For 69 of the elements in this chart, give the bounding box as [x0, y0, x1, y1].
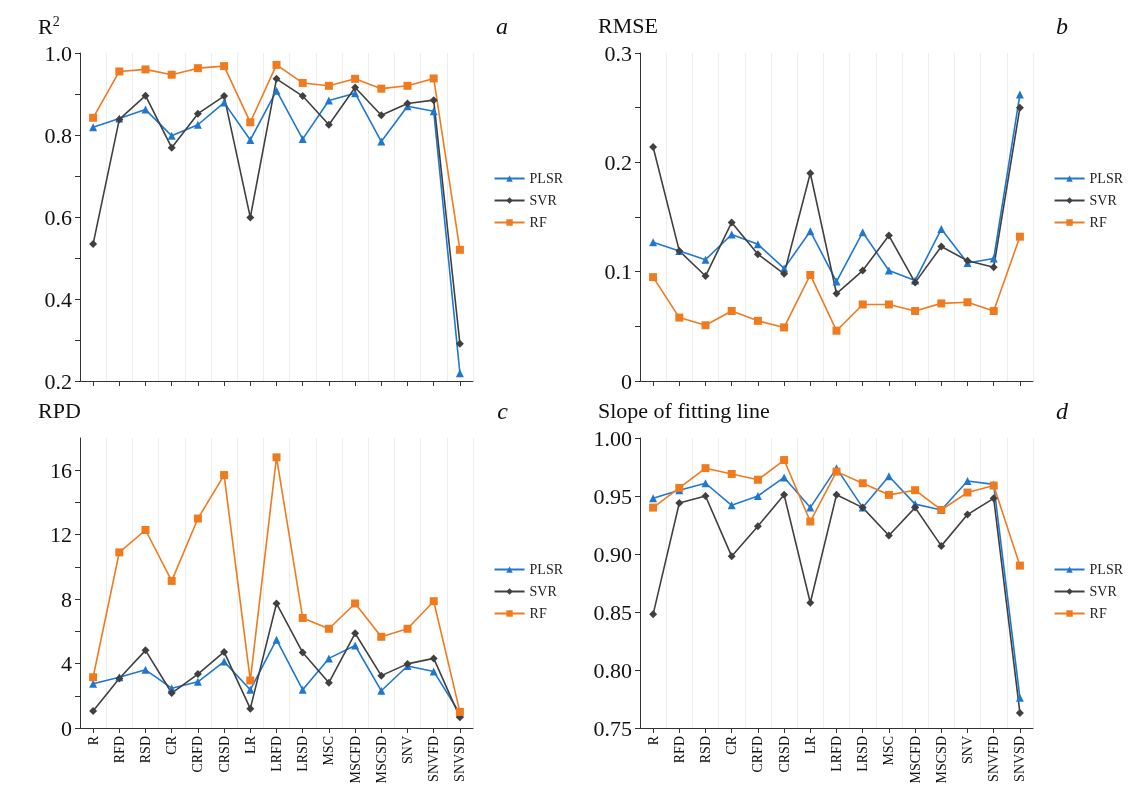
x-tick-label: CRSD [216, 736, 232, 773]
text: d [1056, 398, 1069, 424]
legend-label: PLSR [529, 171, 564, 186]
legend-label: RF [1089, 215, 1107, 230]
legend-label: SVR [1089, 584, 1118, 599]
legend-label: SVR [1089, 193, 1118, 208]
y-tick-label: 0.1 [604, 259, 632, 285]
y-tick-label: 0.95 [593, 483, 632, 509]
legend-label: RF [529, 215, 547, 230]
y-tick-label: 0.6 [44, 204, 72, 230]
x-tick-label: RSD [698, 736, 713, 764]
y-tick-label: 0.2 [604, 149, 632, 175]
y-tick-label: 0 [621, 368, 632, 394]
y-tick-label: 0.80 [593, 657, 632, 683]
legend-label: PLSR [1089, 171, 1124, 186]
y-tick-label: 0.90 [593, 541, 632, 567]
y-axis-title: Slope of fitting line [598, 397, 770, 423]
x-tick-label: LR [802, 735, 818, 754]
x-tick-label: LRFD [829, 736, 844, 772]
text: c [497, 398, 509, 424]
y-tick-label: 4 [61, 651, 72, 677]
legend-label: SVR [529, 193, 558, 208]
x-tick-label: SNVFD [986, 736, 1002, 782]
legend-label: SVR [529, 584, 558, 599]
x-tick-label: SNV [960, 736, 975, 765]
x-tick-label: RFD [671, 736, 687, 764]
x-tick-label: CR [724, 735, 740, 755]
y-tick-label: 1.00 [593, 425, 632, 451]
y-tick-label: 0.2 [44, 368, 72, 394]
x-tick-label: SNVSD [1012, 736, 1028, 782]
x-tick-label: RSD [138, 736, 153, 764]
y-tick-label: 8 [61, 586, 72, 612]
x-tick-label: CRSD [776, 736, 792, 773]
x-tick-label: SNVFD [426, 736, 442, 782]
x-tick-label: MSC [321, 736, 337, 766]
y-tick-label: 1.0 [44, 40, 72, 66]
x-tick-label: MSC [881, 736, 897, 766]
x-tick-label: LR [242, 735, 258, 754]
x-tick-label: MSCSD [373, 736, 389, 784]
x-tick-label: MSCFD [347, 736, 363, 784]
text: b [1056, 13, 1068, 39]
legend-label: PLSR [1089, 562, 1124, 577]
y-tick-label: 0.85 [593, 599, 632, 625]
text: a [496, 13, 508, 39]
y-tick-label: 0.8 [44, 122, 72, 148]
x-tick-label: RFD [111, 736, 127, 764]
x-tick-label: SNV [400, 736, 415, 765]
y-tick-label: 0.3 [604, 40, 632, 66]
x-tick-label: CRFD [750, 736, 766, 773]
x-tick-label: MSCSD [933, 736, 949, 784]
x-tick-label: CRFD [190, 736, 206, 773]
y-tick-label: 0.4 [44, 286, 72, 312]
x-tick-label: MSCFD [907, 736, 923, 784]
x-tick-label: R [645, 735, 661, 746]
x-tick-label: CR [164, 735, 180, 755]
x-tick-label: LRSD [855, 736, 871, 772]
x-tick-label: SNVSD [452, 736, 468, 782]
y-tick-label: 0 [61, 715, 72, 741]
x-tick-label: LRSD [295, 736, 311, 772]
x-tick-label: LRFD [269, 736, 284, 772]
y-axis-title: RPD [38, 397, 81, 423]
y-axis-title: RMSE [598, 12, 658, 38]
y-tick-label: 0.75 [593, 715, 632, 741]
x-tick-label: R [85, 735, 101, 746]
y-tick-label: 12 [50, 522, 72, 548]
legend-label: RF [1089, 606, 1107, 621]
legend-label: PLSR [529, 562, 564, 577]
y-tick-label: 16 [50, 457, 72, 483]
legend-label: RF [529, 606, 547, 621]
